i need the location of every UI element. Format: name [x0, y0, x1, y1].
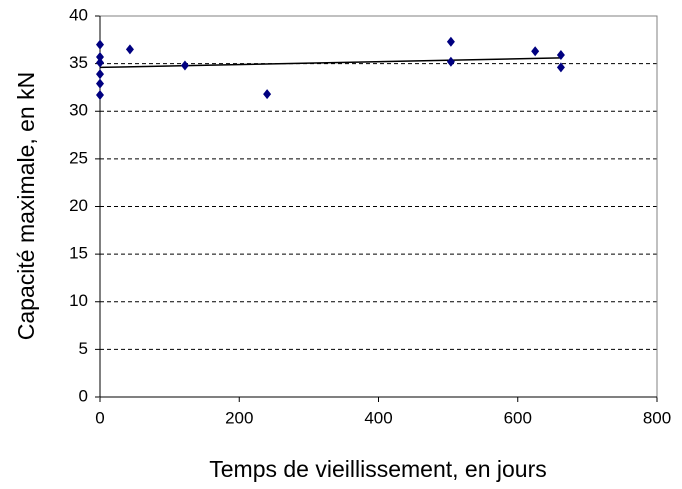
point: [446, 56, 455, 67]
point: [531, 46, 540, 57]
point: [556, 62, 565, 73]
y-tick-label: 20: [69, 196, 88, 215]
y-tick-label: 30: [69, 101, 88, 120]
y-axis-title: Capacité maximale, en kN: [13, 72, 39, 340]
point: [556, 50, 565, 61]
y-tick-label: 35: [69, 53, 88, 72]
x-tick-label: 600: [504, 408, 532, 427]
point: [263, 89, 272, 100]
x-tick-label: 800: [643, 408, 671, 427]
point: [96, 51, 104, 62]
point: [180, 60, 189, 71]
point: [96, 90, 104, 101]
x-axis-title: Temps de vieillissement, en jours: [209, 456, 546, 482]
y-tick-label: 5: [79, 339, 88, 358]
x-tick-label: 200: [225, 408, 253, 427]
y-tick-label: 40: [69, 5, 88, 24]
point: [96, 39, 104, 50]
trend-line: [99, 57, 561, 69]
plot-frame: [99, 15, 658, 398]
point: [96, 69, 104, 80]
x-tick-label: 400: [364, 408, 392, 427]
point: [125, 44, 134, 55]
y-tick-label: 10: [69, 291, 88, 310]
y-tick-label: 15: [69, 244, 88, 263]
point: [96, 78, 104, 89]
point: [96, 57, 104, 68]
x-tick-label: 0: [95, 408, 104, 427]
point: [446, 36, 455, 47]
y-tick-label: 0: [79, 386, 88, 405]
y-tick-label: 25: [69, 148, 88, 167]
